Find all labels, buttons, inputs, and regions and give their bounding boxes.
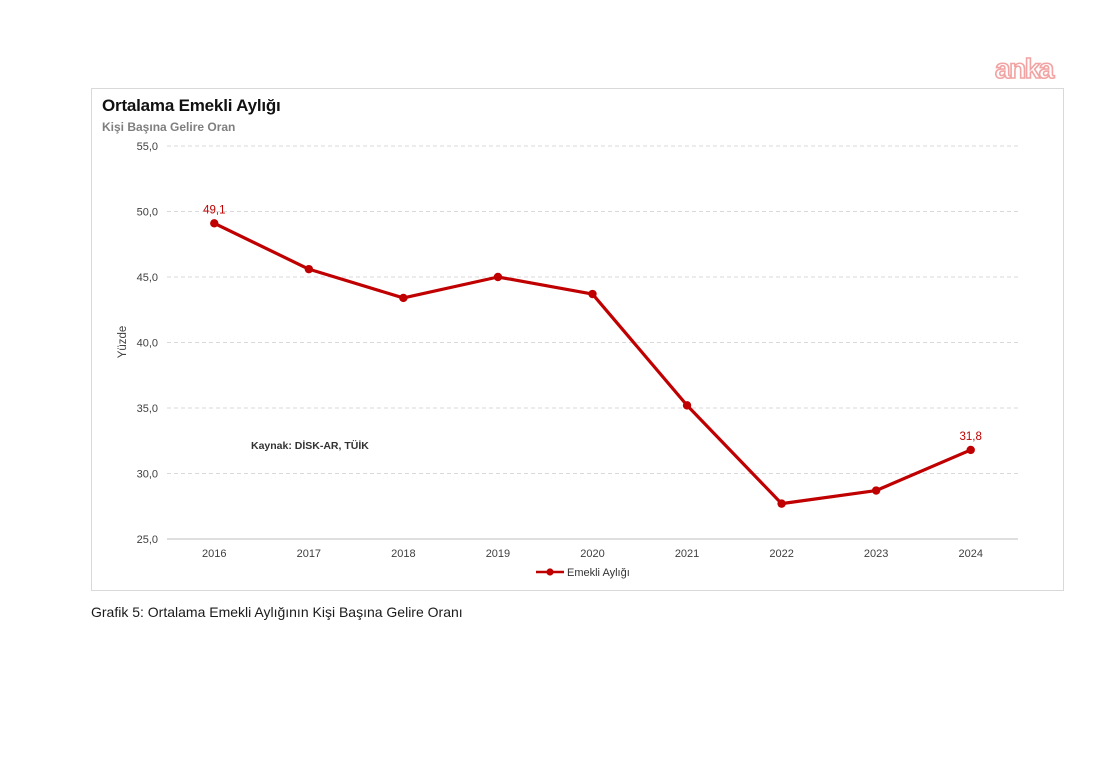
data-point: [399, 293, 408, 303]
x-tick-label: 2023: [864, 548, 888, 560]
x-tick-label: 2022: [769, 548, 793, 560]
x-tick-label: 2019: [486, 548, 510, 560]
chart-title: Ortalama Emekli Aylığı: [102, 96, 281, 115]
figure-caption: Grafik 5: Ortalama Emekli Aylığının Kişi…: [91, 604, 463, 620]
data-point: [588, 289, 597, 299]
line-chart: 55,0 50,0 45,0 40,0 35,0 30,0 25,0 2016 2017 2018…: [117, 141, 1018, 579]
legend-label: Emekli Aylığı: [567, 567, 630, 579]
y-tick-label: 25,0: [137, 534, 158, 546]
legend-marker-dot: [546, 568, 554, 576]
chart-panel: 55,0 50,0 45,0 40,0 35,0 30,0 25,0 2016 2017 2018…: [91, 88, 1064, 591]
data-point: [304, 264, 314, 274]
y-axis-title: Yüzde: [117, 326, 129, 359]
x-tick-label: 2016: [202, 548, 226, 560]
chart-subtitle: Kişi Başına Gelire Oran: [102, 120, 236, 134]
data-point: [210, 219, 219, 228]
data-point: [966, 445, 975, 455]
x-tick-label: 2018: [391, 548, 415, 560]
x-tick-label: 2017: [297, 548, 321, 560]
y-tick-label: 55,0: [137, 141, 158, 153]
y-tick-label: 40,0: [137, 338, 158, 350]
y-tick-label: 35,0: [137, 403, 158, 415]
x-tick-label: 2024: [958, 548, 982, 560]
x-tick-label: 2021: [675, 548, 699, 560]
data-point: [777, 499, 786, 508]
data-point: [493, 272, 503, 282]
y-tick-label: 45,0: [137, 272, 158, 284]
anka-logo: anka: [994, 52, 1055, 85]
data-point: [682, 401, 692, 410]
data-point: [871, 486, 881, 495]
y-tick-label: 50,0: [137, 207, 158, 219]
series-line: [212, 221, 973, 506]
source-note: Kaynak: DİSK-AR, TÜİK: [251, 439, 369, 452]
y-tick-label: 30,0: [137, 469, 158, 481]
data-label: 49,1: [203, 204, 225, 216]
x-tick-label: 2020: [580, 548, 604, 560]
data-label: 31,8: [960, 431, 982, 443]
